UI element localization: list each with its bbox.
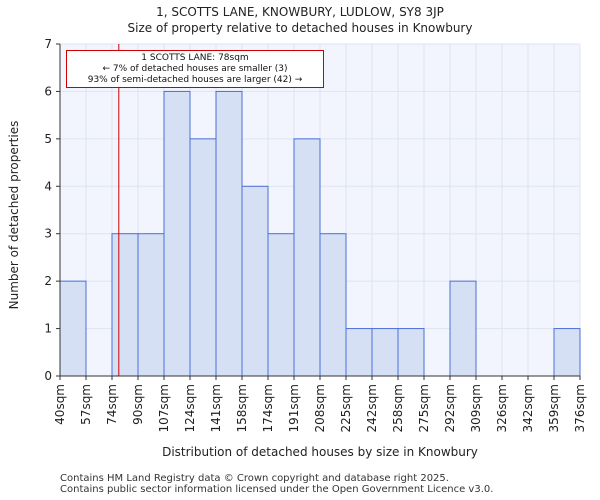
x-tick-label: 57sqm xyxy=(79,384,93,425)
histogram-bar xyxy=(553,328,581,377)
y-tick-label: 5 xyxy=(44,132,52,146)
x-tick-label: 90sqm xyxy=(131,384,145,425)
histogram-bar xyxy=(215,90,243,377)
footer-line-1: Contains HM Land Registry data © Crown c… xyxy=(60,473,449,484)
x-tick-label: 158sqm xyxy=(235,384,249,432)
x-tick-label: 292sqm xyxy=(443,384,457,432)
y-tick-label: 4 xyxy=(44,179,52,193)
y-tick-label: 1 xyxy=(44,322,52,336)
x-tick-label: 191sqm xyxy=(287,384,301,432)
histogram-bar xyxy=(111,233,139,377)
y-tick-label: 2 xyxy=(44,274,52,288)
x-tick-label: 208sqm xyxy=(313,384,327,432)
histogram-bar xyxy=(241,185,269,377)
chart-title: 1, SCOTTS LANE, KNOWBURY, LUDLOW, SY8 3J… xyxy=(156,5,444,19)
x-tick-label: 258sqm xyxy=(391,384,405,432)
annotation-line-3: 93% of semi-detached houses are larger (… xyxy=(87,75,303,85)
histogram-bar xyxy=(163,90,191,377)
y-tick-label: 0 xyxy=(44,369,52,383)
histogram-bar xyxy=(397,328,425,377)
x-tick-label: 326sqm xyxy=(495,384,509,432)
x-tick-label: 275sqm xyxy=(417,384,431,432)
annotation-line-1: 1 SCOTTS LANE: 78sqm xyxy=(141,53,249,63)
x-tick-label: 359sqm xyxy=(547,384,561,432)
x-tick-label: 107sqm xyxy=(157,384,171,432)
x-tick-label: 174sqm xyxy=(261,384,275,432)
x-tick-label: 225sqm xyxy=(339,384,353,432)
x-tick-label: 124sqm xyxy=(183,384,197,432)
y-tick-label: 6 xyxy=(44,84,52,98)
histogram-bar xyxy=(267,233,295,377)
histogram-bar xyxy=(345,328,373,377)
y-tick-label: 3 xyxy=(44,227,52,241)
x-tick-label: 309sqm xyxy=(469,384,483,432)
footer-line-2: Contains public sector information licen… xyxy=(60,484,494,495)
x-tick-label: 40sqm xyxy=(53,384,67,425)
histogram-bar xyxy=(189,138,217,377)
histogram-bar xyxy=(319,233,347,377)
x-tick-label: 141sqm xyxy=(209,384,223,432)
x-tick-label: 74sqm xyxy=(105,384,119,425)
x-tick-label: 376sqm xyxy=(573,384,587,432)
x-axis-label: Distribution of detached houses by size … xyxy=(162,445,478,459)
chart-subtitle: Size of property relative to detached ho… xyxy=(127,21,473,35)
x-tick-label: 342sqm xyxy=(521,384,535,432)
histogram-bar xyxy=(449,280,477,377)
annotation-line-2: ← 7% of detached houses are smaller (3) xyxy=(102,64,288,74)
y-axis-label: Number of detached properties xyxy=(7,120,21,310)
histogram-bar xyxy=(371,328,399,377)
property-annotation: 1 SCOTTS LANE: 78sqm ← 7% of detached ho… xyxy=(66,50,324,88)
y-tick-label: 7 xyxy=(44,37,52,51)
histogram-bar xyxy=(293,138,321,377)
histogram-bar xyxy=(59,280,87,377)
histogram-bar xyxy=(137,233,165,377)
x-tick-label: 242sqm xyxy=(365,384,379,432)
